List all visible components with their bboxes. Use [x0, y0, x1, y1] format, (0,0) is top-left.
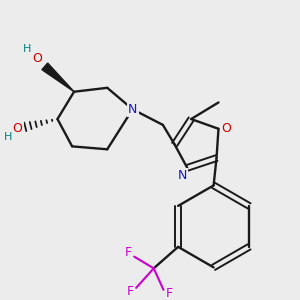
Text: F: F: [166, 287, 173, 300]
Text: O: O: [32, 52, 42, 65]
Text: F: F: [125, 246, 132, 259]
Polygon shape: [42, 63, 74, 92]
Text: F: F: [127, 285, 134, 298]
Text: N: N: [178, 169, 187, 182]
Text: N: N: [128, 103, 137, 116]
Text: H: H: [4, 132, 12, 142]
Text: O: O: [13, 122, 22, 135]
Text: O: O: [221, 122, 231, 135]
Text: H: H: [23, 44, 32, 54]
